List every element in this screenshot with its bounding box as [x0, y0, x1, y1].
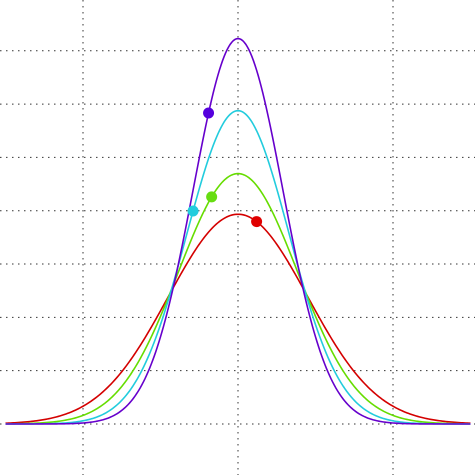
series-markers — [187, 107, 263, 228]
series-point-1 — [206, 191, 218, 203]
series-point-2 — [187, 205, 199, 217]
series-point-3 — [203, 107, 215, 119]
series-curves — [5, 37, 471, 425]
series-line-0 — [5, 213, 471, 424]
series-line-3 — [5, 37, 471, 425]
series-point-0 — [251, 216, 263, 228]
series-line-1 — [5, 172, 471, 425]
series-line-2 — [5, 109, 471, 425]
